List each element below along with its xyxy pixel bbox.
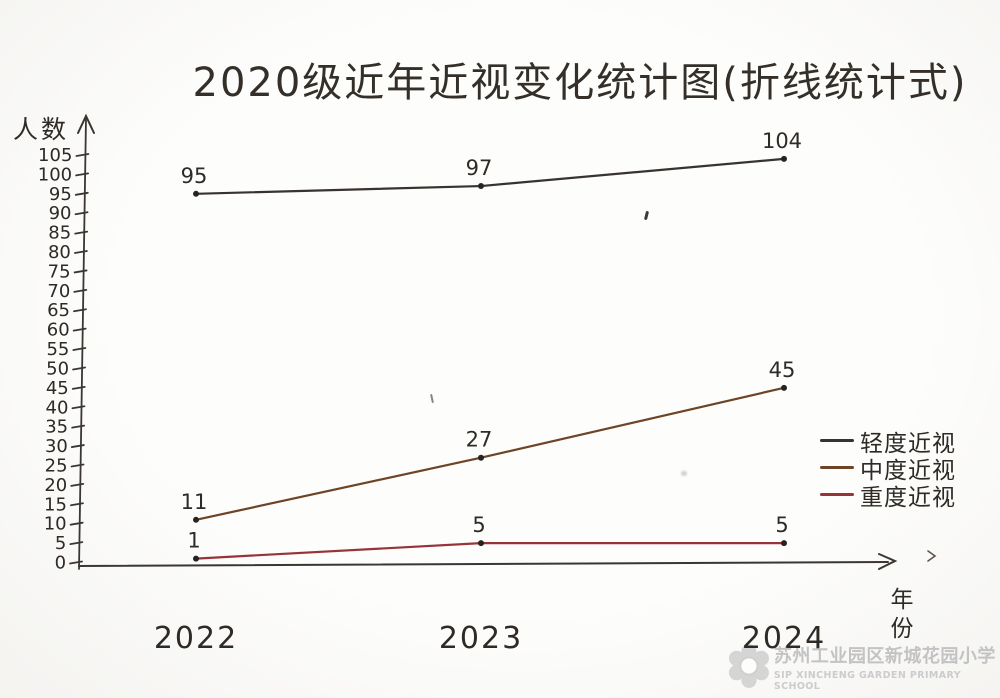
stray-smudge [681, 471, 687, 476]
y-tick-mark [74, 191, 89, 196]
y-tick-label: 25 [45, 455, 68, 476]
legend-label-mild: 轻度近视 [860, 430, 956, 457]
data-label-severe: 1 [187, 529, 200, 553]
y-tick-mark [69, 560, 83, 565]
y-tick-label: 20 [44, 475, 67, 496]
y-tick-label: 40 [46, 397, 69, 418]
data-label-moderate: 45 [769, 358, 796, 382]
legend-item-mild: 轻度近视 [820, 427, 956, 457]
y-tick-label: 100 [38, 164, 72, 185]
y-axis-title: 人数 [13, 115, 70, 144]
legend-item-moderate: 中度近视 [820, 454, 956, 484]
data-label-moderate: 27 [466, 428, 493, 452]
chart-legend: 轻度近视 中度近视 重度近视 [820, 427, 956, 511]
y-tick-mark [73, 308, 87, 313]
y-tick-mark [70, 482, 85, 487]
y-tick-mark [71, 424, 86, 429]
chart-title: 2020级近年近视变化统计图(折线统计式) [192, 60, 968, 106]
y-tick-mark [74, 230, 89, 235]
x-axis-line [78, 561, 889, 567]
y-tick-label: 0 [55, 553, 66, 574]
y-tick-mark [74, 211, 89, 216]
stray-chevron-mark [927, 550, 937, 562]
y-tick-mark [72, 366, 86, 371]
school-name-en: SIP XINCHENG GARDEN PRIMARY SCHOOL [773, 669, 961, 692]
data-label-moderate: 11 [181, 490, 208, 514]
x-tick-label: 2023 [439, 621, 523, 656]
y-tick-label: 95 [49, 184, 72, 205]
y-tick-label: 55 [46, 339, 69, 360]
data-label-mild: 97 [466, 156, 493, 180]
y-tick-mark [70, 444, 85, 448]
y-tick-mark [69, 541, 84, 545]
y-tick-label: 50 [46, 358, 69, 379]
y-tick-mark [71, 385, 86, 390]
y-tick-label: 15 [44, 494, 67, 515]
legend-label-moderate: 中度近视 [860, 457, 956, 484]
data-point-moderate [193, 516, 199, 523]
y-tick-label: 90 [49, 203, 72, 224]
y-tick-mark [75, 153, 90, 157]
y-tick-mark [75, 172, 90, 177]
legend-line-severe-icon [820, 493, 854, 496]
legend-item-severe: 重度近视 [820, 481, 956, 511]
x-tick-label: 2024 [742, 621, 826, 656]
school-watermark: 苏州工业园区新城花园小学 SIP XINCHENG GARDEN PRIMARY… [727, 641, 1000, 692]
data-point-severe [478, 540, 484, 547]
y-tick-label: 70 [47, 281, 70, 302]
y-tick-label: 30 [45, 436, 68, 457]
y-tick-label: 80 [48, 242, 71, 263]
x-axis-title: 年份 [890, 587, 914, 642]
school-flower-logo-icon [728, 644, 769, 688]
data-point-mild [193, 190, 199, 197]
y-tick-mark [73, 250, 88, 254]
y-axis-line [78, 117, 87, 570]
y-tick-mark [72, 347, 87, 351]
data-point-mild [478, 183, 484, 190]
x-tick-label: 2022 [154, 621, 238, 656]
y-tick-mark [73, 288, 88, 293]
y-tick-mark [71, 405, 86, 410]
legend-line-moderate-icon [820, 466, 854, 469]
data-point-severe [193, 555, 199, 562]
series-line-severe [194, 541, 786, 560]
data-label-mild: 95 [181, 164, 208, 188]
y-tick-mark [70, 463, 85, 468]
data-point-mild [781, 155, 787, 162]
y-tick-label: 35 [45, 417, 68, 438]
data-label-mild: 104 [762, 129, 802, 153]
y-tick-mark [69, 521, 84, 526]
y-tick-label: 75 [48, 261, 71, 282]
y-tick-label: 85 [48, 223, 71, 244]
data-point-moderate [478, 454, 484, 461]
school-name-cn: 苏州工业园区新城花园小学 [773, 646, 996, 667]
data-point-severe [781, 540, 787, 547]
data-point-moderate [781, 384, 787, 391]
x-axis-arrow-icon [878, 553, 898, 570]
legend-label-severe: 重度近视 [860, 484, 956, 511]
y-tick-label: 105 [38, 145, 72, 166]
y-tick-mark [72, 327, 87, 332]
y-tick-label: 5 [55, 533, 66, 554]
legend-line-mild-icon [820, 439, 854, 442]
y-tick-label: 45 [46, 378, 69, 399]
data-label-severe: 5 [775, 513, 788, 537]
y-tick-label: 60 [47, 320, 70, 341]
y-tick-mark [70, 502, 84, 507]
data-label-severe: 5 [472, 513, 485, 537]
y-tick-mark [73, 269, 88, 274]
y-tick-label: 65 [47, 300, 70, 321]
series-line-moderate [194, 386, 786, 521]
y-tick-label: 10 [44, 514, 67, 535]
y-axis-arrow-icon [77, 113, 95, 134]
